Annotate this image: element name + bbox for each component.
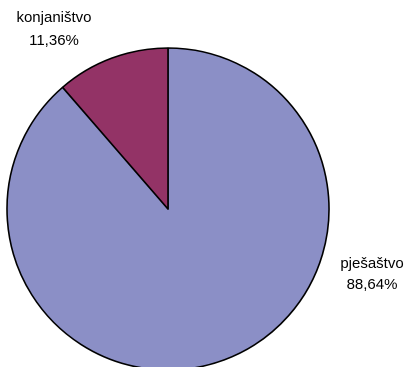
pie-slice-1 bbox=[61, 47, 169, 210]
slice-label-konjanistvo: konjaništvo bbox=[16, 9, 91, 26]
slice-value-konjanistvo: 11,36% bbox=[29, 32, 79, 49]
slice-label-pjesastvo: pješaštvo bbox=[340, 255, 403, 272]
slice-value-pjesastvo: 88,64% bbox=[347, 276, 398, 293]
pie-slices bbox=[6, 47, 330, 367]
